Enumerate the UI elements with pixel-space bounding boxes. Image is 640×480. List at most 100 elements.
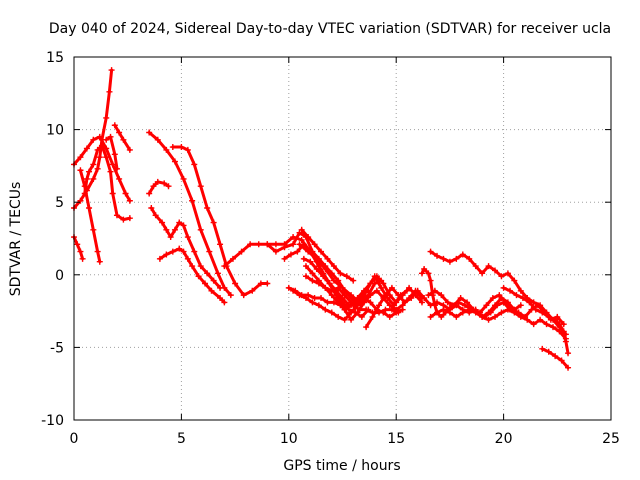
data-point bbox=[539, 345, 546, 352]
data-point bbox=[526, 299, 533, 306]
data-point bbox=[83, 145, 90, 152]
data-point bbox=[111, 151, 118, 158]
data-point bbox=[496, 292, 503, 299]
data-point bbox=[537, 316, 544, 323]
data-point bbox=[498, 273, 505, 280]
data-point bbox=[451, 302, 458, 309]
data-point bbox=[367, 280, 374, 287]
data-point bbox=[492, 267, 499, 274]
data-point bbox=[431, 287, 438, 294]
axis-ticks bbox=[73, 56, 612, 421]
x-axis-label: GPS time / hours bbox=[283, 458, 400, 474]
data-point bbox=[272, 248, 279, 255]
data-point bbox=[348, 316, 355, 323]
data-point bbox=[386, 302, 393, 309]
data-point bbox=[348, 309, 355, 316]
data-point bbox=[427, 248, 434, 255]
data-point bbox=[425, 292, 432, 299]
data-point bbox=[156, 255, 163, 262]
data-point bbox=[116, 175, 123, 182]
data-point bbox=[444, 299, 451, 306]
data-point bbox=[326, 280, 333, 287]
data-point bbox=[204, 270, 211, 277]
data-point bbox=[517, 302, 524, 309]
data-point bbox=[459, 251, 466, 258]
data-point bbox=[210, 219, 217, 226]
data-point bbox=[318, 248, 325, 255]
data-point bbox=[485, 263, 492, 270]
data-point bbox=[363, 306, 370, 313]
data-point bbox=[191, 161, 198, 168]
y-tick-label: 0 bbox=[55, 268, 64, 284]
data-point bbox=[545, 313, 552, 320]
x-tick-label: 20 bbox=[495, 431, 513, 447]
data-point bbox=[195, 273, 202, 280]
series-trace-28 bbox=[500, 284, 572, 357]
data-point bbox=[169, 144, 176, 151]
data-point bbox=[494, 302, 501, 309]
data-point bbox=[434, 252, 441, 259]
data-point bbox=[446, 309, 453, 316]
data-point bbox=[90, 226, 97, 233]
data-point bbox=[221, 299, 228, 306]
data-point bbox=[335, 313, 342, 320]
data-point bbox=[264, 241, 271, 248]
series-line bbox=[72, 68, 114, 210]
data-point bbox=[367, 299, 374, 306]
data-point bbox=[487, 309, 494, 316]
data-point bbox=[446, 258, 453, 265]
data-point bbox=[360, 287, 367, 294]
data-point bbox=[281, 255, 288, 262]
data-point bbox=[290, 287, 297, 294]
data-point bbox=[238, 248, 245, 255]
data-point bbox=[322, 306, 329, 313]
data-point bbox=[126, 146, 133, 153]
data-point bbox=[79, 255, 86, 262]
data-point bbox=[126, 197, 133, 204]
data-point bbox=[309, 270, 316, 277]
data-point bbox=[438, 292, 445, 299]
data-point bbox=[466, 255, 473, 262]
series-trace-06 bbox=[111, 122, 133, 153]
x-tick-label: 0 bbox=[70, 431, 79, 447]
data-point bbox=[517, 313, 524, 320]
data-point bbox=[167, 234, 174, 241]
data-point bbox=[434, 309, 441, 316]
data-point bbox=[320, 273, 327, 280]
data-point bbox=[210, 277, 217, 284]
data-point bbox=[427, 277, 434, 284]
series-line bbox=[171, 145, 269, 297]
data-point bbox=[305, 234, 312, 241]
series-line bbox=[429, 308, 568, 341]
data-point bbox=[558, 357, 565, 364]
data-point bbox=[103, 136, 110, 143]
data-point bbox=[492, 313, 499, 320]
data-point bbox=[171, 226, 178, 233]
data-point bbox=[388, 306, 395, 313]
data-point bbox=[313, 255, 320, 262]
data-point bbox=[229, 255, 236, 262]
data-point bbox=[146, 190, 153, 197]
data-point bbox=[356, 306, 363, 313]
data-point bbox=[96, 258, 103, 265]
data-point bbox=[324, 299, 331, 306]
data-point bbox=[77, 197, 84, 204]
data-point bbox=[427, 313, 434, 320]
data-point bbox=[171, 158, 178, 165]
data-point bbox=[502, 299, 509, 306]
data-point bbox=[176, 219, 183, 226]
data-point bbox=[393, 299, 400, 306]
data-point bbox=[120, 216, 127, 223]
data-point bbox=[221, 263, 228, 270]
data-point bbox=[227, 292, 234, 299]
data-point bbox=[202, 280, 209, 287]
data-point bbox=[328, 309, 335, 316]
data-point bbox=[281, 244, 288, 251]
series-line bbox=[149, 206, 222, 290]
data-point bbox=[247, 241, 254, 248]
data-point bbox=[77, 167, 84, 174]
data-point bbox=[524, 316, 531, 323]
data-point bbox=[330, 277, 337, 284]
data-point bbox=[479, 313, 486, 320]
y-tick-label: 15 bbox=[46, 50, 64, 66]
